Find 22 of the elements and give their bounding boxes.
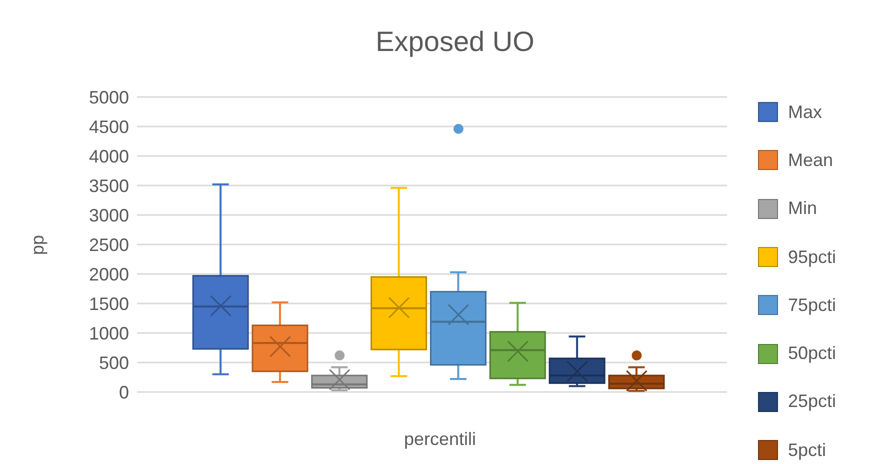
legend-label: Mean: [788, 150, 834, 171]
legend-label: Max: [788, 102, 822, 123]
legend-label: 25pcti: [788, 391, 836, 412]
y-axis-title: pp: [28, 234, 48, 256]
y-tick-label: 5000: [88, 87, 129, 108]
legend-label: Min: [788, 198, 818, 220]
y-tick-label: 4500: [88, 116, 129, 137]
x-tick-label: percentili: [404, 429, 476, 450]
y-tick-label: 3500: [88, 176, 129, 196]
y-tick-label: 4000: [88, 146, 129, 166]
y-tick-label: 2000: [88, 264, 129, 284]
chart-title: Exposed UO: [376, 26, 534, 58]
legend-label: 5pcti: [788, 440, 826, 461]
y-tick-label: 500: [98, 352, 129, 373]
legend-label: 75pcti: [788, 294, 836, 316]
legend-label: 50pcti: [788, 343, 836, 364]
y-tick-label: 3000: [88, 205, 129, 226]
legend-label: 95pcti: [788, 246, 836, 268]
y-tick-label: 2500: [88, 234, 129, 255]
y-tick-label: 1500: [88, 294, 129, 314]
y-tick-label: 0: [118, 382, 129, 402]
y-tick-label: 1000: [88, 323, 129, 344]
